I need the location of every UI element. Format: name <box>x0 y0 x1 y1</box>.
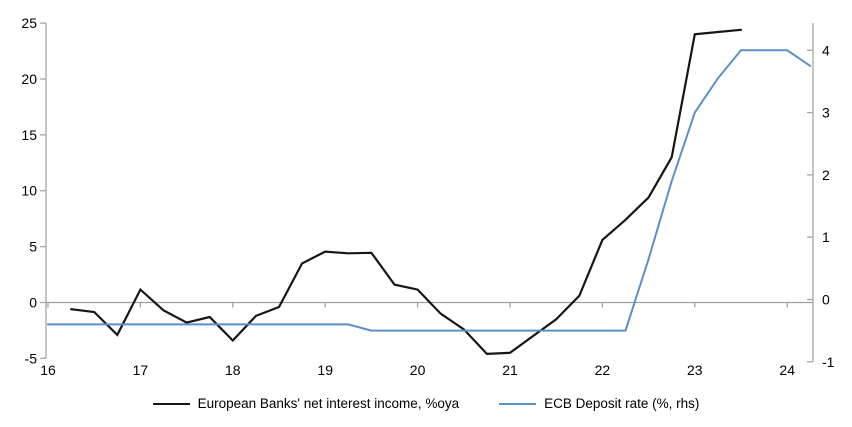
legend-label-net-interest-income: European Banks' net interest income, %oy… <box>197 396 460 411</box>
right-axis-label: 1 <box>822 229 830 245</box>
right-axis-label: 3 <box>822 105 830 121</box>
blue-line-swatch-icon <box>499 402 537 405</box>
left-axis-label: 15 <box>21 127 37 143</box>
legend-item-ecb-deposit-rate: ECB Deposit rate (%, rhs) <box>499 396 699 411</box>
x-axis-label: 17 <box>133 362 149 378</box>
ecb-deposit-rate-line <box>47 49 812 332</box>
left-axis-label: -5 <box>25 350 38 366</box>
left-axis-label: 10 <box>21 183 37 199</box>
left-axis-label: 5 <box>29 239 37 255</box>
right-axis-label: 2 <box>822 167 830 183</box>
x-axis-label: 20 <box>410 362 426 378</box>
net-interest-income-line <box>69 28 743 356</box>
x-axis-label: 23 <box>687 362 703 378</box>
legend: European Banks' net interest income, %oy… <box>0 396 852 411</box>
x-axis-label: 22 <box>595 362 611 378</box>
right-axis-label: -1 <box>822 354 835 370</box>
x-axis-label: 24 <box>779 362 795 378</box>
legend-label-ecb-deposit-rate: ECB Deposit rate (%, rhs) <box>544 396 700 411</box>
x-axis-label: 16 <box>40 362 56 378</box>
black-line-swatch-icon <box>152 402 190 405</box>
legend-item-net-interest-income: European Banks' net interest income, %oy… <box>152 396 460 411</box>
x-axis-label: 19 <box>317 362 333 378</box>
right-axis-label: 4 <box>822 42 830 58</box>
left-axis-label: 25 <box>21 15 37 31</box>
right-axis-label: 0 <box>822 292 830 308</box>
x-axis-label: 21 <box>502 362 518 378</box>
left-axis-label: 0 <box>29 295 37 311</box>
x-axis-label: 18 <box>225 362 241 378</box>
left-axis-label: 20 <box>21 71 37 87</box>
